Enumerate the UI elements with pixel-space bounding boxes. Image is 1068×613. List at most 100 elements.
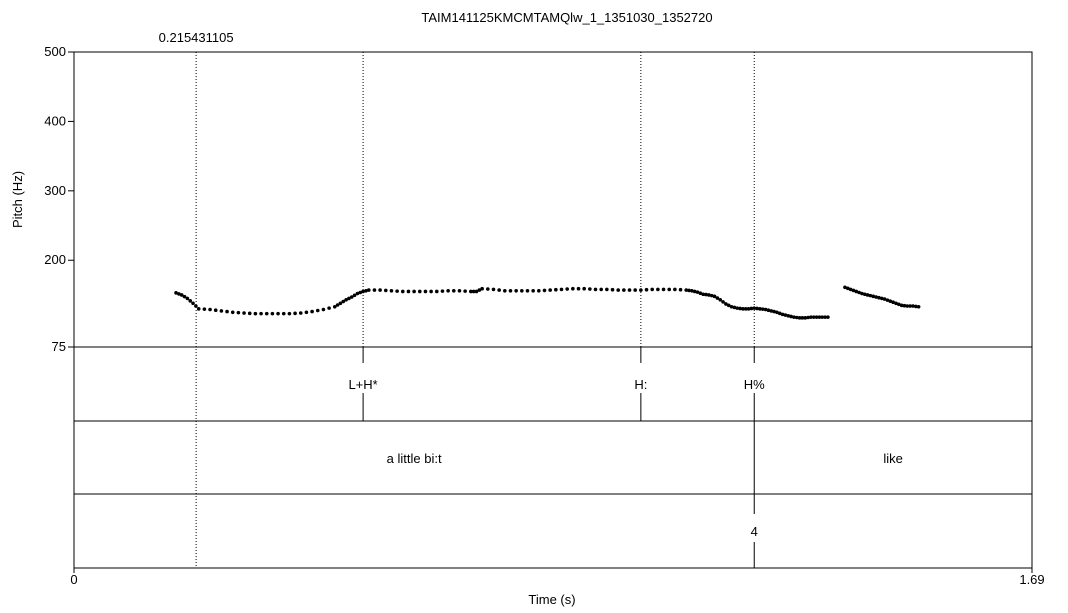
pitch-point xyxy=(891,300,895,305)
pitch-point-layer xyxy=(174,285,921,320)
pitch-point xyxy=(177,292,181,296)
pitch-point xyxy=(854,289,859,294)
pitch-point xyxy=(514,288,518,293)
pitch-point xyxy=(293,311,297,316)
pitch-point xyxy=(559,287,564,292)
pitch-point xyxy=(724,302,728,306)
pitch-point xyxy=(287,311,292,316)
pitch-point xyxy=(582,286,586,291)
pitch-point xyxy=(712,294,717,299)
x-tick-label: 1.69 xyxy=(1019,572,1044,587)
pitch-point xyxy=(469,289,473,294)
pitch-point xyxy=(627,288,632,292)
pitch-point xyxy=(704,292,708,297)
y-tick-label: 500 xyxy=(44,44,66,59)
pitch-point xyxy=(741,307,745,311)
pitch-point xyxy=(843,285,847,290)
pitch-point xyxy=(310,309,314,314)
pitch-point xyxy=(865,293,870,297)
pitch-point xyxy=(797,316,802,320)
pitch-point xyxy=(264,311,269,316)
pitch-point xyxy=(707,293,711,297)
pitch-point xyxy=(726,303,731,308)
pitch-point xyxy=(735,306,740,310)
pitch-point xyxy=(763,307,768,312)
pitch-point xyxy=(752,306,757,310)
pitch-point xyxy=(446,288,450,293)
pitch-point xyxy=(338,301,343,306)
pitch-point xyxy=(270,311,275,316)
pitch-point xyxy=(341,299,346,304)
pitch-point xyxy=(315,308,320,313)
pitch-point xyxy=(803,316,808,320)
y-axis-label: Pitch (Hz) xyxy=(10,171,25,228)
pitch-point xyxy=(709,293,714,298)
pitch-point xyxy=(364,288,368,293)
pitch-point xyxy=(225,309,229,314)
pitch-point xyxy=(429,289,433,294)
pitch-point xyxy=(259,311,263,316)
pitch-point xyxy=(820,315,825,319)
pitch-point xyxy=(208,307,212,312)
pitch-point xyxy=(349,295,354,299)
label-layer: 75 200 300 400 500 0 1.69 L+H* H: H% a little bi:t… xyxy=(44,44,1044,587)
pitch-point xyxy=(179,293,184,297)
pitch-point xyxy=(874,295,878,299)
pitch-point xyxy=(571,286,575,291)
pitch-point xyxy=(304,310,309,315)
pitch-point xyxy=(463,289,467,293)
pitch-point xyxy=(332,304,337,309)
pitch-point xyxy=(868,293,873,298)
frame-layer xyxy=(68,51,1033,573)
boundary-line-layer xyxy=(195,52,755,568)
pitch-point xyxy=(729,304,734,309)
chart-title: TAIM141125KMCMTAMQlw_1_1351030_1352720 xyxy=(421,10,712,25)
pitch-point xyxy=(423,289,428,294)
pitch-point xyxy=(698,291,703,296)
tone-label: H: xyxy=(634,377,647,392)
pitch-point xyxy=(633,288,637,292)
pitch-point xyxy=(851,288,856,293)
pitch-point xyxy=(905,304,910,308)
pitch-point xyxy=(879,296,884,301)
pitch-point xyxy=(361,289,365,294)
pitch-point xyxy=(335,303,340,307)
pitch-point xyxy=(520,288,524,293)
pitch-point xyxy=(548,288,552,292)
pitch-point xyxy=(749,306,754,311)
pitch-point xyxy=(491,287,496,292)
y-tick-label: 200 xyxy=(44,252,66,267)
pitch-point xyxy=(378,288,382,292)
plot-frame xyxy=(73,51,1033,569)
pitch-point xyxy=(811,315,816,319)
pitch-point xyxy=(352,293,357,298)
pitch-point xyxy=(174,291,178,295)
pitch-point xyxy=(806,315,810,320)
pitch-point xyxy=(746,307,751,311)
pitch-point xyxy=(327,306,331,310)
pitch-point xyxy=(894,301,898,306)
pitch-point xyxy=(678,287,683,292)
pitch-point xyxy=(783,313,788,317)
pitch-point xyxy=(792,315,796,319)
pitch-point xyxy=(182,294,187,299)
pitch-point xyxy=(732,305,737,310)
pitch-point xyxy=(196,307,201,311)
pitch-point xyxy=(194,304,198,308)
pitch-point xyxy=(718,298,723,302)
pitch-point xyxy=(434,289,439,294)
pitch-point xyxy=(366,288,371,292)
pitch-point xyxy=(588,287,592,291)
pitch-point xyxy=(440,289,445,293)
pitch-point xyxy=(497,288,501,292)
word-label: like xyxy=(883,451,903,466)
pitch-point xyxy=(185,296,190,301)
pitch-point xyxy=(913,304,918,309)
pitch-point xyxy=(715,296,720,300)
pitch-point xyxy=(684,288,689,292)
pitch-point xyxy=(885,298,890,302)
pitch-point xyxy=(417,289,422,294)
pitch-point xyxy=(188,299,193,303)
pitch-point xyxy=(616,288,620,292)
